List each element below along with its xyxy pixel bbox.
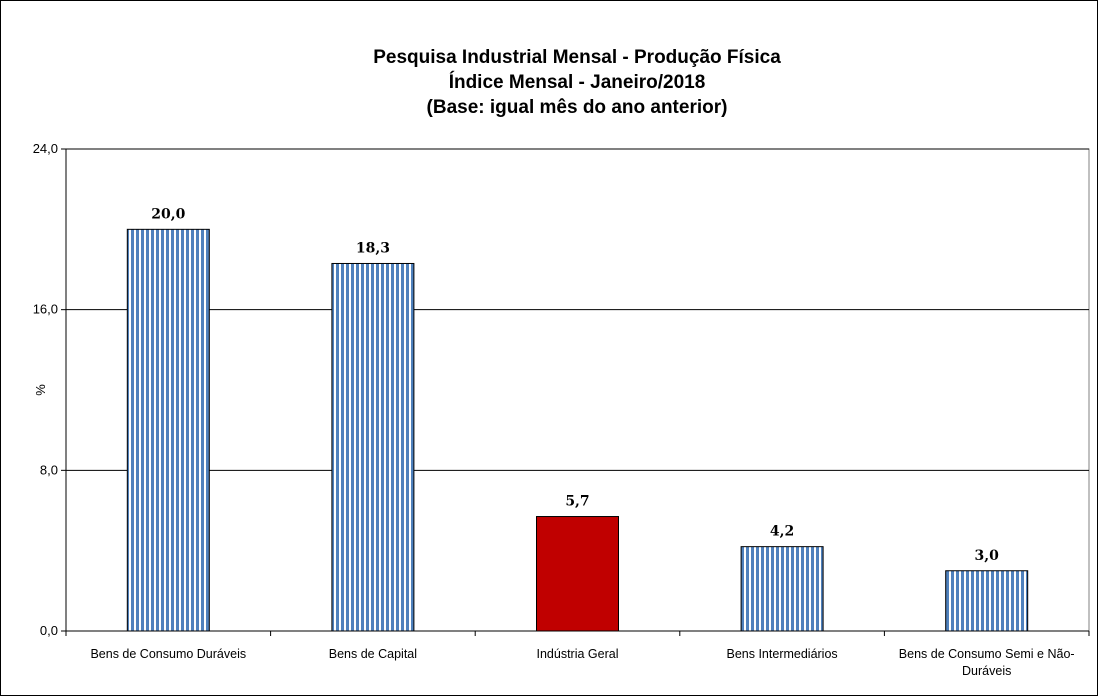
bar-value-label: 18,3 xyxy=(356,240,390,256)
chart-title-line: Pesquisa Industrial Mensal - Produção Fí… xyxy=(373,47,781,68)
x-category-label: Bens de Consumo Semi e Não- xyxy=(899,647,1075,661)
chart-title: Pesquisa Industrial Mensal - Produção Fí… xyxy=(373,47,781,118)
bar xyxy=(945,570,1029,632)
y-axis-ticks: 0,0 8,0 16,0 24,0 xyxy=(33,141,66,638)
bar-value-label: 3,0 xyxy=(975,548,1000,564)
y-tick-label: 16,0 xyxy=(33,302,58,317)
bar-value-label: 4,2 xyxy=(770,524,794,540)
y-tick-label: 8,0 xyxy=(40,462,58,477)
y-tick-label: 24,0 xyxy=(33,141,58,156)
bar xyxy=(740,546,824,632)
x-category-label: Duráveis xyxy=(962,664,1011,678)
x-category-label: Bens de Consumo Duráveis xyxy=(90,647,246,661)
x-category-label: Bens Intermediários xyxy=(727,647,838,661)
chart-title-line: Índice Mensal - Janeiro/2018 xyxy=(449,71,706,93)
y-axis-title: % xyxy=(33,384,48,396)
data-labels: 20,0 18,3 5,7 4,2 3,0 xyxy=(151,206,999,563)
y-tick-label: 0,0 xyxy=(40,623,58,638)
bar xyxy=(331,262,415,632)
bar xyxy=(126,228,210,632)
bar xyxy=(536,516,619,632)
x-category-label: Bens de Capital xyxy=(329,647,417,661)
chart-title-line: (Base: igual mês do ano anterior) xyxy=(427,97,728,118)
bar-value-label: 20,0 xyxy=(151,206,185,222)
bars xyxy=(126,228,1029,632)
x-category-label: Indústria Geral xyxy=(537,647,619,661)
bar-value-label: 5,7 xyxy=(565,494,589,510)
x-axis-categories: Bens de Consumo Duráveis Bens de Capital I… xyxy=(65,630,1090,678)
